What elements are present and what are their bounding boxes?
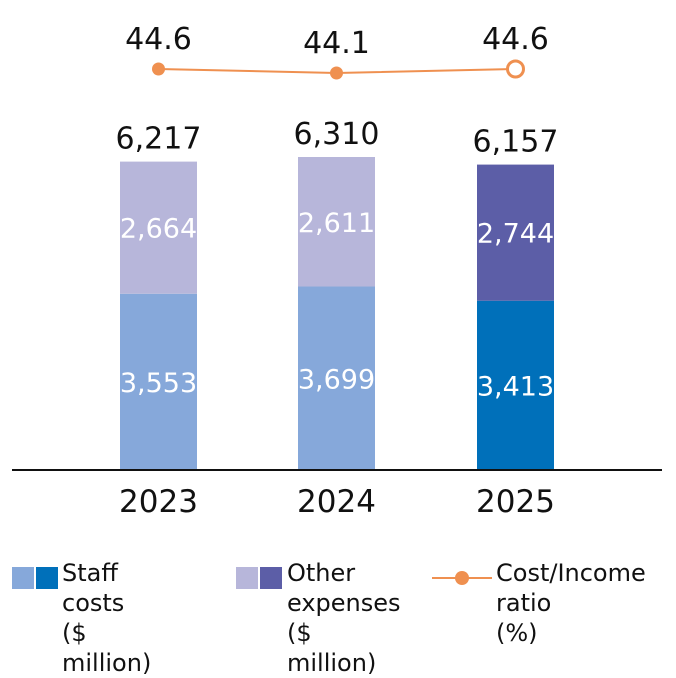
label-other-expenses-2025: 2,744 [477,219,554,250]
label-other-expenses-2024: 2,611 [298,208,375,239]
legend-swatch-staff-light [12,567,34,589]
cost-income-label-2024: 44.1 [303,26,370,61]
stacked-bar-chart: 44.6 44.1 44.6 3,553 2,664 6,217 2023 3,699 2,6… [12,22,662,520]
label-staff-costs-2024: 3,699 [298,364,375,395]
label-other-expenses-2023: 2,664 [120,214,197,245]
legend-label-other-expenses: Other expenses ($ million) [287,559,401,677]
cost-income-label-2025: 44.6 [482,22,549,57]
bar-other-expenses-2024 [298,157,375,287]
cost-income-label-2023: 44.6 [125,22,192,57]
cost-income-point-2025 [506,59,525,79]
legend-label-cost-income-ratio: Cost/Income ratio (%) [496,559,646,647]
bar-layer [120,157,554,470]
x-tick-label-2025: 2025 [476,484,555,520]
bar-other-expenses-2025 [477,164,554,301]
bar-other-expenses-2023 [120,161,197,294]
label-total-2023: 6,217 [116,122,202,157]
cost-income-point-2024 [330,66,343,80]
label-total-2024: 6,310 [294,117,380,152]
x-tick-label-2024: 2024 [297,484,376,520]
legend-line-marker-icon [432,571,492,585]
legend-label-staff-costs: Staff costs ($ million) [62,559,152,677]
x-tick-label-2023: 2023 [119,484,198,520]
cost-income-line-layer: 44.6 44.1 44.6 [125,22,549,80]
label-layer: 3,553 2,664 6,217 2023 3,699 2,611 6,310 2024 3,… [116,117,559,520]
cost-income-point-2023 [152,62,165,76]
bar-staff-costs-2023 [120,293,197,470]
bar-staff-costs-2025 [477,300,554,470]
label-total-2025: 6,157 [473,125,559,160]
label-staff-costs-2023: 3,553 [120,368,197,399]
legend-swatch-staff-dark [36,567,58,589]
legend-swatch-other-dark [260,567,282,589]
legend-swatch-other-light [236,567,258,589]
bar-staff-costs-2024 [298,286,375,470]
label-staff-costs-2025: 3,413 [477,371,554,402]
